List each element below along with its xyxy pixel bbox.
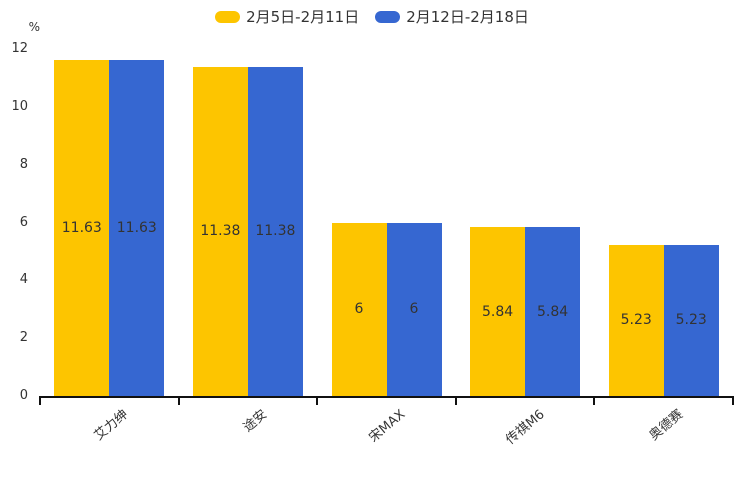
bar-week2-奥德赛: 5.23 [663, 244, 719, 396]
y-axis-tick-label: 12 [11, 41, 28, 56]
x-axis-category-label: 传祺M6 [502, 407, 548, 448]
y-axis-tick-label: 2 [19, 330, 28, 346]
bar-value-label: 11.38 [200, 223, 241, 240]
bar-value-label: 5.23 [675, 312, 707, 329]
bar-value-label: 11.38 [255, 223, 296, 240]
y-axis-tick-label: 4 [19, 272, 28, 288]
bar-week2-传祺M6: 5.84 [525, 227, 581, 396]
bar-week2-艾力绅: 11.63 [109, 59, 165, 396]
x-axis-line [40, 396, 733, 398]
y-axis-tick-label: 6 [19, 214, 28, 230]
x-axis-tick [316, 396, 319, 405]
x-axis-tick [177, 396, 180, 405]
legend-swatch-blue [375, 11, 401, 23]
bar-week1-传祺M6: 5.84 [470, 227, 526, 396]
x-axis-tick [593, 396, 596, 405]
legend: 2月5日-2月11日 2月12日-2月18日 [0, 6, 744, 28]
legend-item-week2[interactable]: 2月12日-2月18日 [375, 8, 529, 26]
x-axis-tick [732, 396, 734, 405]
legend-swatch-yellow [215, 11, 241, 23]
bar-value-label: 5.84 [482, 303, 514, 320]
bar-value-label: 11.63 [61, 219, 102, 236]
x-axis-category-label: 宋MAX [366, 407, 409, 446]
y-axis-unit-label: % [28, 20, 40, 34]
x-axis-tick [39, 396, 41, 405]
bar-value-label: 5.23 [620, 312, 652, 329]
bar-value-label: 6 [354, 301, 364, 318]
legend-item-week1[interactable]: 2月5日-2月11日 [215, 8, 359, 26]
bar-value-label: 5.84 [537, 303, 569, 320]
bar-week1-艾力绅: 11.63 [54, 59, 110, 396]
y-axis-tick-label: 8 [19, 156, 28, 172]
bar-week1-途安: 11.38 [192, 66, 248, 396]
x-axis-tick [454, 396, 457, 405]
bar-week2-途安: 11.38 [247, 66, 303, 396]
bar-week1-宋MAX: 6 [331, 222, 387, 396]
bar-week2-宋MAX: 6 [386, 222, 442, 396]
x-axis-category-label: 艾力绅 [91, 407, 132, 444]
x-axis-category-label: 奥德赛 [646, 407, 686, 444]
y-axis-tick-label: 10 [11, 98, 28, 114]
bar-value-label: 6 [409, 301, 419, 318]
x-axis-category-label: 途安 [240, 407, 271, 436]
bar-value-label: 11.63 [116, 219, 157, 236]
bar-week1-奥德赛: 5.23 [608, 244, 664, 396]
y-axis-tick-label: 0 [19, 388, 28, 403]
legend-label-week1: 2月5日-2月11日 [246, 8, 360, 26]
legend-label-week2: 2月12日-2月18日 [406, 8, 529, 26]
